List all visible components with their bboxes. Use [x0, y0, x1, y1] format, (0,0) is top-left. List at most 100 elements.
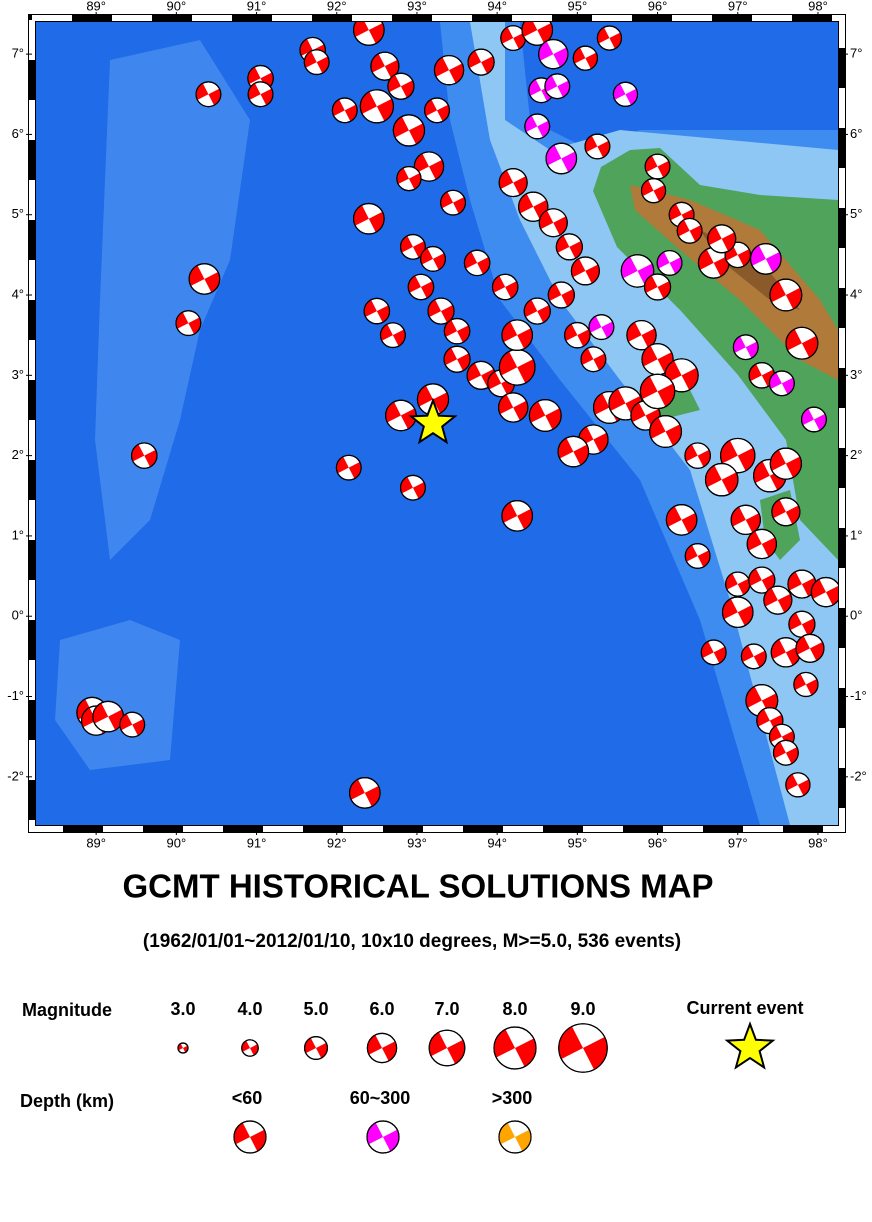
ball-edge: [233, 1120, 267, 1154]
beachball: [501, 500, 534, 532]
ball-quadrant: [733, 336, 759, 359]
y-tick-label: 5°: [850, 206, 862, 221]
ball-edge: [177, 1042, 189, 1054]
ball-edge: [545, 142, 578, 175]
ball-edge: [749, 243, 782, 275]
y-tick-label: 3°: [850, 367, 862, 382]
ball-edge: [555, 233, 583, 261]
ball-quadrant: [573, 47, 598, 69]
ball-edge: [626, 319, 657, 351]
beachball: [304, 1035, 329, 1060]
ball-quadrant: [420, 247, 446, 270]
ball-quadrant: [538, 41, 568, 68]
y-tick-label: 4°: [12, 286, 24, 301]
ball-edge: [544, 73, 571, 100]
ball-edge: [793, 671, 819, 698]
ball-edge: [612, 81, 639, 107]
ball-edge: [800, 406, 827, 433]
ball-quadrant: [763, 587, 792, 613]
beachball: [467, 48, 495, 76]
beachball: [656, 249, 683, 276]
ball-edge: [188, 263, 221, 295]
ball-quadrant: [434, 57, 464, 84]
ball-quadrant: [544, 75, 570, 98]
ridge: [95, 40, 250, 560]
ball-edge: [684, 442, 711, 469]
beachball: [363, 297, 391, 325]
beachball: [396, 165, 422, 192]
beachball: [387, 72, 415, 100]
beachball: [491, 273, 519, 301]
beachball: [770, 637, 802, 668]
x-tick-label: 93°: [407, 0, 427, 13]
ball-quadrant: [417, 385, 449, 414]
beachball: [725, 571, 751, 597]
x-tick-label: 93°: [407, 835, 427, 850]
ball-quadrant: [248, 83, 273, 106]
beachball: [772, 739, 799, 766]
ball-edge: [524, 113, 551, 140]
ball-quadrant: [556, 235, 583, 259]
frame: [28, 14, 846, 833]
x-tick-label: 96°: [648, 0, 668, 13]
ball-quadrant: [621, 256, 654, 286]
ball-edge: [497, 392, 529, 423]
ball-quadrant: [644, 275, 671, 299]
beachball: [572, 45, 599, 71]
y-tick-label: 2°: [850, 447, 862, 462]
beachball: [768, 370, 795, 397]
ball-quadrant: [304, 1037, 328, 1059]
ball-edge: [740, 643, 767, 670]
beachball: [498, 1120, 532, 1154]
ball-quadrant: [548, 283, 575, 307]
beachball: [785, 772, 811, 798]
ball-quadrant: [795, 635, 824, 661]
ball-quadrant: [353, 22, 385, 44]
beachball: [785, 326, 819, 360]
ball-edge: [363, 297, 391, 325]
subtitle: (1962/01/01~2012/01/10, 10x10 degrees, M…: [143, 931, 681, 952]
beachball: [331, 97, 358, 124]
y-tick-label: 6°: [850, 126, 862, 141]
ball-quadrant: [788, 612, 815, 636]
beachball: [732, 334, 759, 361]
ball-quadrant: [304, 51, 330, 74]
beachball: [518, 191, 549, 222]
legend: 3.0 4.0 5.0 6.0 7.0 8.0 9.0 <60 60~300 >300: [170, 999, 776, 1154]
ball-quadrant: [429, 1032, 465, 1064]
ball-edge: [620, 254, 655, 288]
beachball: [769, 447, 803, 480]
beachball: [704, 462, 739, 497]
x-tick-label: 91°: [247, 0, 267, 13]
ball-quadrant: [498, 394, 528, 421]
beachball: [771, 497, 801, 527]
frame-checker: [29, 15, 845, 832]
x-tick-label: 94°: [487, 0, 507, 13]
ball-quadrant: [524, 299, 551, 323]
x-tick-label: 94°: [487, 835, 507, 850]
ball-edge: [498, 168, 528, 198]
ball-edge: [763, 585, 793, 615]
ball-quadrant: [499, 1122, 531, 1152]
ball-edge: [304, 1035, 329, 1060]
ball-edge: [719, 437, 756, 474]
ball-quadrant: [131, 444, 157, 467]
ball-quadrant: [787, 571, 816, 597]
ball-edge: [768, 370, 795, 397]
ball-quadrant: [722, 598, 753, 626]
ball-quadrant: [528, 79, 554, 102]
beachball: [748, 362, 776, 389]
ball-quadrant: [393, 116, 425, 145]
ball-edge: [580, 346, 607, 373]
ball-edge: [547, 281, 575, 309]
ball-quadrant: [786, 329, 818, 358]
beachball: [521, 22, 554, 46]
ball-quadrant: [571, 258, 600, 284]
ball-edge: [498, 1120, 532, 1154]
beachball: [700, 639, 727, 666]
ball-quadrant: [385, 401, 417, 430]
ball-quadrant: [698, 249, 729, 277]
ball-edge: [195, 81, 222, 108]
legend-star: [724, 1021, 776, 1070]
beachball: [443, 317, 471, 345]
